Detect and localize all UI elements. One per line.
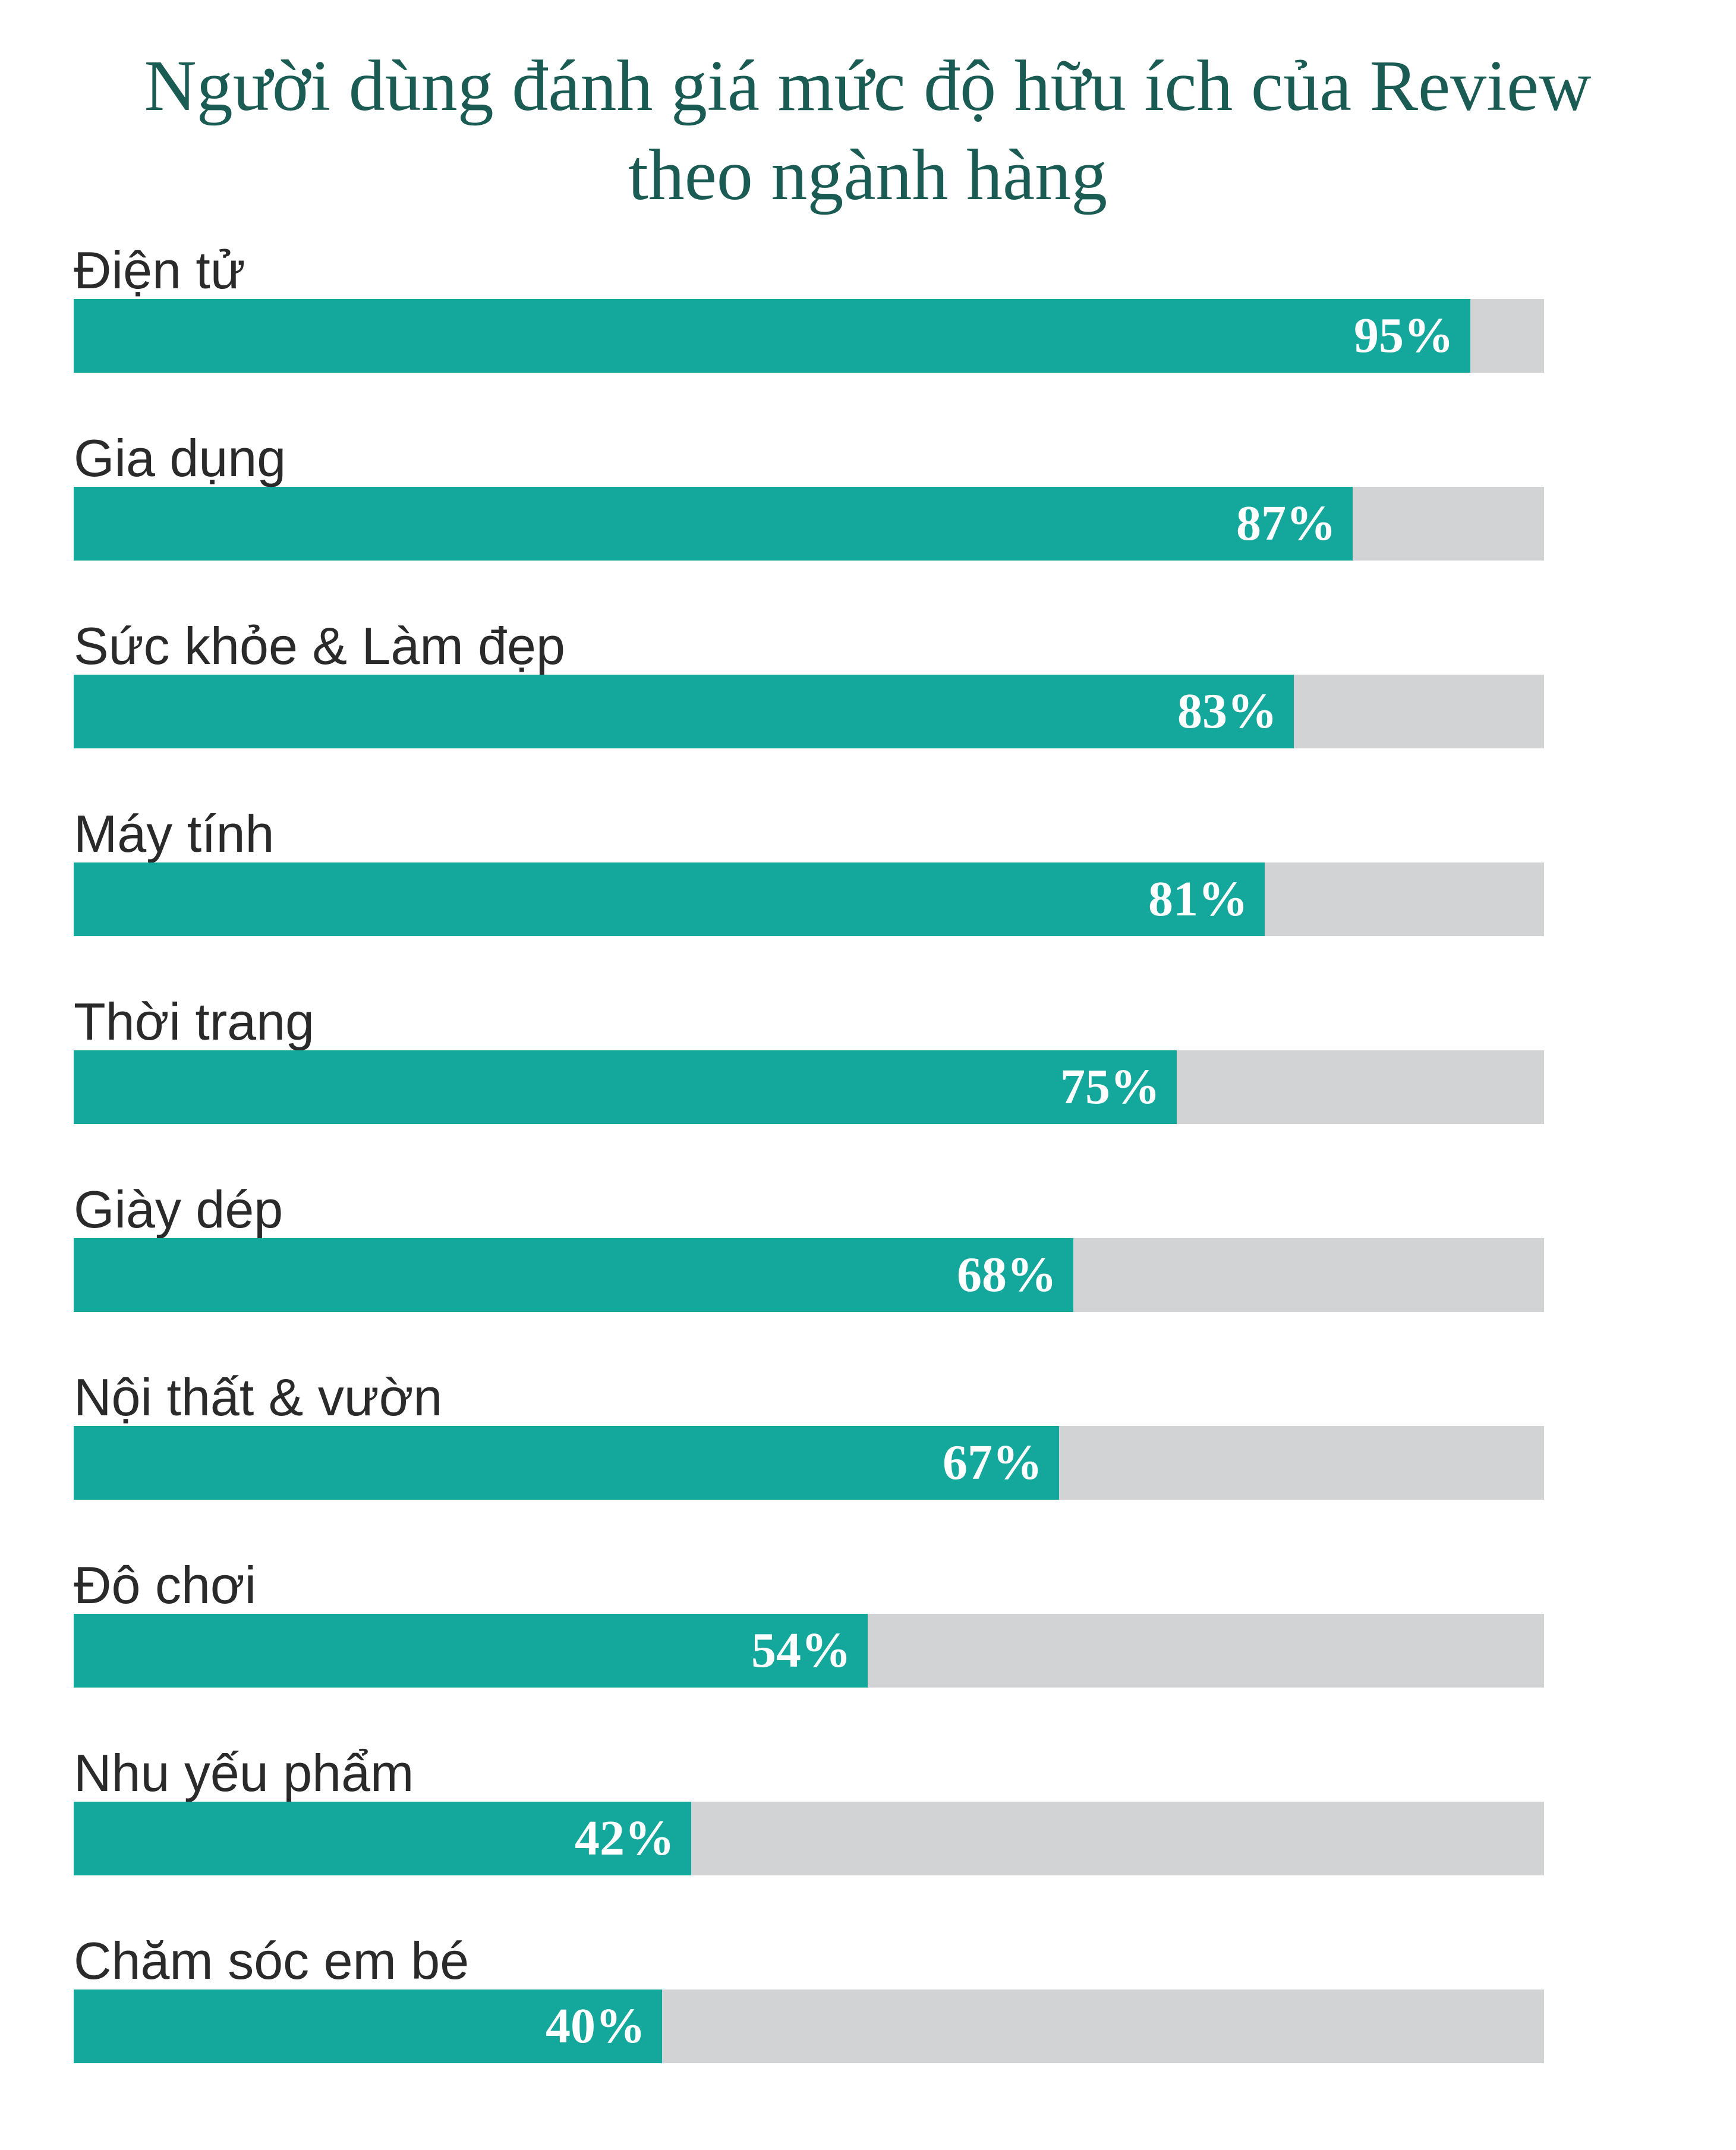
- category-label: Nhu yếu phẩm: [74, 1743, 414, 1802]
- bar-row: Nội thất & vườn 67%: [74, 1365, 1544, 1525]
- bar-track: 68%: [74, 1238, 1544, 1312]
- bar: 83%: [74, 675, 1294, 748]
- bar-track: 81%: [74, 862, 1544, 936]
- bar-row: Nhu yếu phẩm 42%: [74, 1740, 1544, 1901]
- category-label: Giày dép: [74, 1180, 283, 1239]
- value-label: 54%: [751, 1623, 851, 1678]
- bar-row: Điện tử 95%: [74, 238, 1544, 398]
- bar: 87%: [74, 487, 1353, 561]
- category-label: Thời trang: [74, 992, 314, 1051]
- value-label: 83%: [1177, 684, 1277, 739]
- value-label: 68%: [957, 1247, 1057, 1302]
- category-label: Đô chơi: [74, 1556, 257, 1614]
- bar-track: 54%: [74, 1614, 1544, 1688]
- value-label: 81%: [1148, 871, 1248, 927]
- bar-row: Thời trang 75%: [74, 989, 1544, 1150]
- bar: 54%: [74, 1614, 868, 1688]
- bar-row: Sức khỏe & Làm đẹp 83%: [74, 613, 1544, 774]
- bar-track: 87%: [74, 487, 1544, 561]
- chart-title-line-1: Người dùng đánh giá mức độ hữu ích của R…: [144, 46, 1592, 126]
- category-label: Nội thất & vườn: [74, 1368, 443, 1427]
- category-label: Máy tính: [74, 804, 275, 863]
- bar-track: 95%: [74, 299, 1544, 373]
- value-label: 42%: [575, 1811, 675, 1866]
- bar: 68%: [74, 1238, 1073, 1312]
- bar-track: 40%: [74, 1990, 1544, 2063]
- value-label: 40%: [546, 1998, 645, 2054]
- category-label: Chăm sóc em bé: [74, 1931, 470, 1990]
- bar-track: 67%: [74, 1426, 1544, 1500]
- bar-row: Giày dép 68%: [74, 1177, 1544, 1337]
- bar-track: 75%: [74, 1050, 1544, 1124]
- value-label: 75%: [1060, 1059, 1160, 1115]
- bar-track: 42%: [74, 1802, 1544, 1875]
- bar-row: Máy tính 81%: [74, 801, 1544, 962]
- bar-row: Gia dụng 87%: [74, 426, 1544, 586]
- bar: 81%: [74, 862, 1265, 936]
- category-label: Điện tử: [74, 241, 245, 300]
- bar: 95%: [74, 299, 1470, 373]
- value-label: 67%: [943, 1435, 1042, 1490]
- value-label: 95%: [1354, 308, 1454, 363]
- value-label: 87%: [1236, 496, 1336, 551]
- chart-title: Người dùng đánh giá mức độ hữu ích của R…: [71, 42, 1664, 220]
- bar: 75%: [74, 1050, 1177, 1124]
- bar: 40%: [74, 1990, 662, 2063]
- bar: 67%: [74, 1426, 1059, 1500]
- bar: 42%: [74, 1802, 691, 1875]
- bar-row: Đô chơi 54%: [74, 1553, 1544, 1713]
- bar-row: Chăm sóc em bé 40%: [74, 1928, 1544, 2089]
- chart-title-line-2: theo ngành hàng: [628, 135, 1108, 215]
- category-label: Gia dụng: [74, 429, 286, 487]
- category-label: Sức khỏe & Làm đẹp: [74, 616, 565, 675]
- bar-track: 83%: [74, 675, 1544, 748]
